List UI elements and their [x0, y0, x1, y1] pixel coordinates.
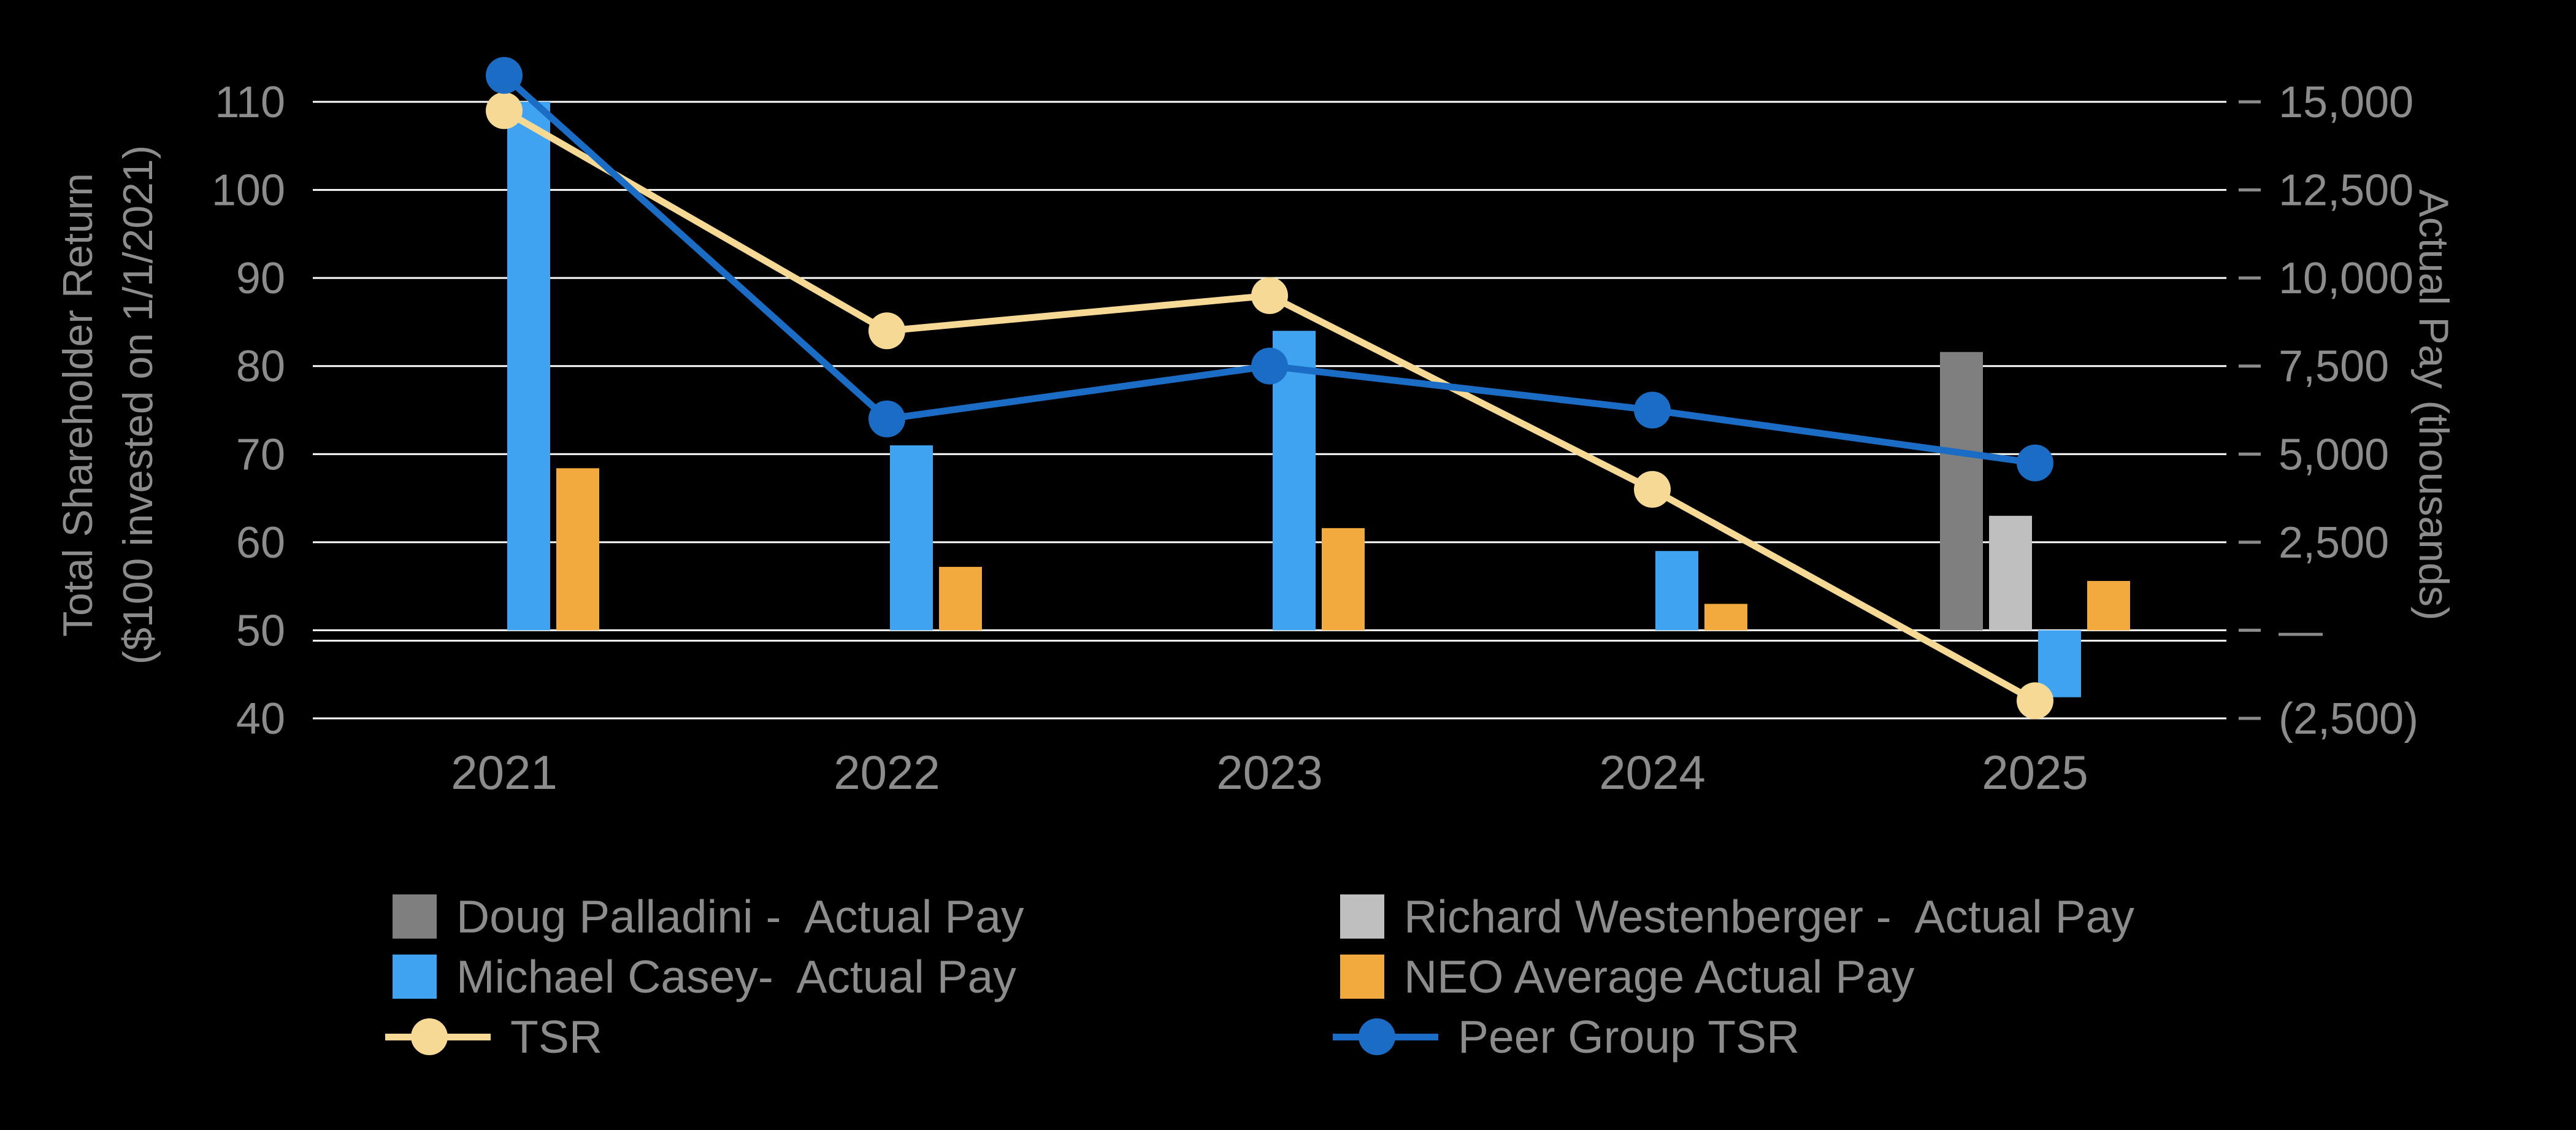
bar — [1704, 604, 1747, 631]
line-marker — [1634, 471, 1671, 508]
legend-swatch-line — [385, 1013, 491, 1060]
legend-label: TSR — [510, 1011, 602, 1063]
x-axis-label: 2024 — [1599, 745, 1706, 799]
right-axis-tick-label: 2,500 — [2279, 518, 2389, 567]
x-axis-label: 2023 — [1216, 745, 1323, 799]
line-marker — [2017, 444, 2053, 482]
x-axis-label: 2025 — [1982, 745, 2088, 799]
legend-item: Peer Group TSR — [1333, 1007, 2134, 1067]
legend-swatch-square — [393, 955, 437, 999]
x-axis-label: 2022 — [834, 745, 940, 799]
line-marker — [1634, 391, 1671, 429]
left-axis-tick-label: 80 — [236, 342, 285, 391]
legend-swatch-square — [393, 894, 437, 939]
left-axis-tick-label: 40 — [236, 694, 285, 744]
left-axis-tick-label: 70 — [236, 430, 285, 479]
line-marker — [2017, 682, 2053, 720]
line-marker — [1251, 347, 1288, 385]
legend-swatch-square — [1340, 955, 1384, 999]
legend-label: Doug Palladini - Actual Pay — [456, 891, 1024, 942]
legend-label: NEO Average Actual Pay — [1404, 951, 1915, 1002]
line-marker — [868, 400, 905, 437]
left-axis-title-line2: ($100 invested on 1/1/2021) — [115, 145, 161, 665]
right-axis-tick-label: 5,000 — [2279, 430, 2389, 479]
legend-item: Doug Palladini - Actual Pay — [393, 886, 1340, 947]
legend-swatch-line — [1333, 1013, 1438, 1060]
bar — [1322, 528, 1365, 631]
right-axis-tick-label: 7,500 — [2279, 342, 2389, 391]
line-marker — [868, 312, 905, 350]
chart-canvas: Total Shareholder Return ($100 invested … — [55, 56, 2457, 799]
left-axis-tick-label: 110 — [215, 78, 285, 127]
left-axis-title-line1: Total Shareholder Return — [55, 173, 101, 637]
x-axis-label: 2021 — [451, 745, 558, 799]
legend-label: Michael Casey- Actual Pay — [456, 951, 1016, 1002]
right-axis-tick-label: 10,000 — [2279, 254, 2413, 303]
legend-item: TSR — [385, 1007, 1340, 1067]
bar — [556, 468, 599, 631]
right-axis-tick-label: — — [2279, 606, 2323, 655]
bar — [939, 567, 982, 631]
legend-column: Richard Westenberger - Actual Pay NEO Ave… — [1333, 886, 2134, 1067]
legend-item: Michael Casey- Actual Pay — [393, 947, 1340, 1007]
bar — [1989, 515, 2032, 631]
right-axis-tick-label: 15,000 — [2279, 78, 2413, 127]
bar — [1940, 352, 1983, 631]
line-marker — [1251, 277, 1288, 314]
left-axis-tick-label: 60 — [236, 518, 285, 567]
right-axis-tick-label: (2,500) — [2279, 694, 2418, 744]
right-axis-title: Actual Pay (thousands) — [2410, 189, 2457, 620]
legend-item: Richard Westenberger - Actual Pay — [1340, 886, 2134, 947]
bar — [2087, 581, 2130, 631]
left-axis-tick-label: 90 — [236, 254, 285, 303]
bar — [1655, 551, 1698, 631]
legend-swatch-square — [1340, 894, 1384, 939]
line-marker — [486, 56, 523, 94]
left-axis-tick-label: 50 — [236, 606, 285, 655]
bar — [890, 445, 933, 631]
legend-item: NEO Average Actual Pay — [1340, 947, 2134, 1007]
line-marker — [486, 92, 523, 129]
left-axis-tick-label: 100 — [212, 166, 285, 215]
line-series — [502, 107, 2037, 704]
line-series — [502, 72, 2036, 467]
right-axis-tick-label: 12,500 — [2279, 166, 2413, 215]
bar — [507, 102, 550, 631]
legend-label: Peer Group TSR — [1458, 1011, 1800, 1063]
legend-label: Richard Westenberger - Actual Pay — [1404, 891, 2134, 942]
legend: Doug Palladini - Actual Pay Michael Casey… — [385, 886, 2134, 1067]
legend-column: Doug Palladini - Actual Pay Michael Casey… — [385, 886, 1340, 1067]
